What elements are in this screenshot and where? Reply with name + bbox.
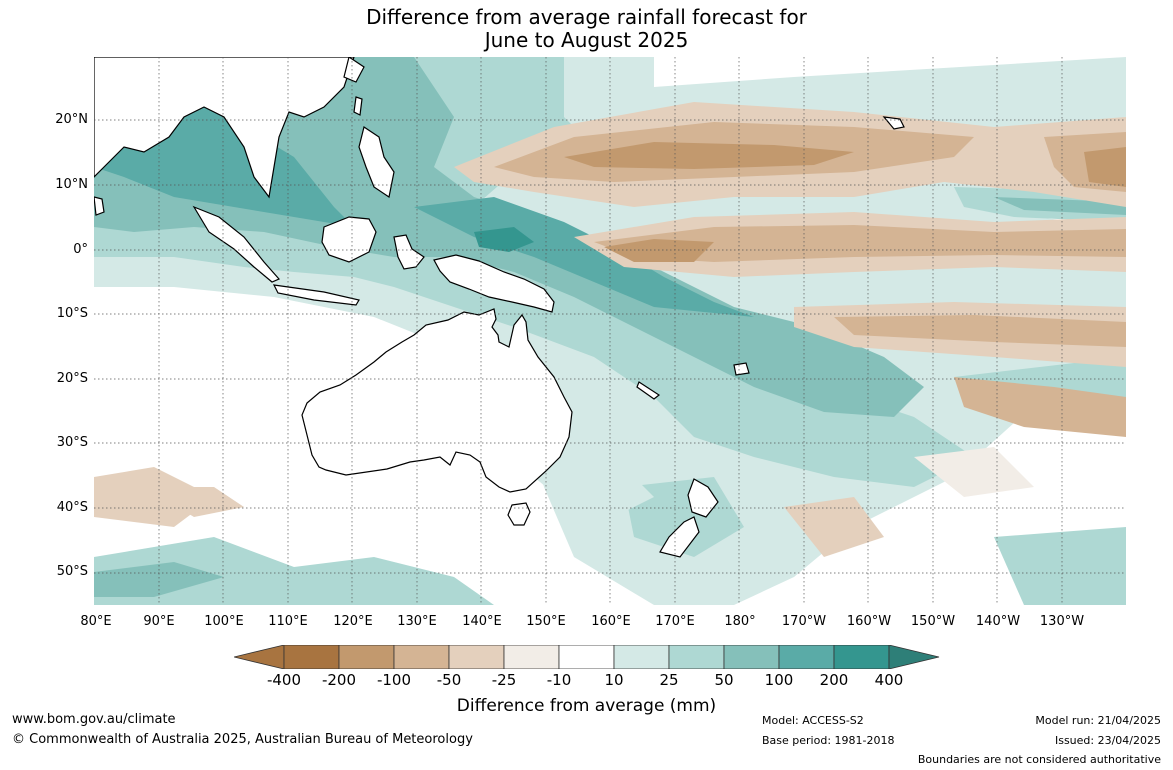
legend-title: Difference from average (mm) [456,696,717,716]
lon-label-130w: 130°W [1039,614,1085,629]
lon-label-140e: 140°E [462,614,502,629]
legend-arrow-max [888,645,940,669]
nz-south-island [659,516,700,558]
map-title-line2: June to August 2025 [484,28,689,52]
dry-patch-se [954,377,1126,437]
wet-patch-south-1 [94,537,494,605]
legend-swatch [338,645,395,669]
legend-tick: -200 [321,671,357,689]
model-run-date: Model run: 21/04/2025 [1035,714,1161,727]
new-guinea [433,254,555,313]
tasmania [507,502,531,526]
asia-mainland [94,57,355,199]
lon-label-180: 180° [724,614,756,629]
dry-band-east-moderate [1084,147,1126,187]
dry-patch-sw-2 [144,487,244,517]
wet-patch-tasman [534,457,654,527]
graticule [94,57,1126,605]
new-caledonia [636,381,661,400]
rainfall-anomaly-map [94,57,1126,605]
dry-patch-far-se [914,447,1034,497]
lon-label-100e: 100°E [204,614,244,629]
colour-legend-bar [234,645,940,669]
legend-swatch [283,645,340,669]
lon-label-170w: 170°W [781,614,827,629]
lon-label-170e: 170°E [655,614,695,629]
sulawesi [393,234,425,270]
base-period: Base period: 1981-2018 [762,734,895,747]
legend-swatch [668,645,725,669]
lon-label-150w: 150°W [910,614,956,629]
map-title-line1: Difference from average rainfall forecas… [366,5,807,29]
lon-label-90e: 90°E [143,614,175,629]
legend-swatch [503,645,560,669]
lat-label-50s: 50°S [56,564,88,579]
dry-band-equator-light [594,225,1126,262]
dry-band-north-moderate [564,142,854,169]
dry-band-equator-moderate [604,239,714,262]
dry-anomaly-regions [94,87,1126,557]
borneo [321,216,377,263]
fiji [733,362,750,376]
lat-label-equator: 0° [73,242,88,257]
legend-swatch [613,645,670,669]
nz-north-island [687,478,719,518]
wet-region-extreme-2 [474,227,534,252]
sri-lanka [94,196,105,216]
lon-label-130e: 130°E [397,614,437,629]
copyright-notice: © Commonwealth of Australia 2025, Austra… [12,732,473,747]
legend-tick: -400 [266,671,302,689]
legend-swatch [778,645,835,669]
land-outlines [94,57,905,558]
legend-swatch [448,645,505,669]
legend-tick: 200 [819,671,849,689]
lon-label-160w: 160°W [846,614,892,629]
legend-swatch [723,645,780,669]
lat-label-20s: 20°S [56,371,88,386]
lat-label-30s: 30°S [56,435,88,450]
lat-label-40s: 40°S [56,500,88,515]
lat-label-10n: 10°N [55,177,88,192]
taiwan [353,96,363,116]
lon-label-80e: 80°E [80,614,112,629]
java [272,284,360,306]
australia-landmass [301,308,573,493]
japan [343,57,365,83]
lon-label-120e: 120°E [333,614,373,629]
legend-tick: -10 [546,671,572,689]
lat-label-10s: 10°S [56,306,88,321]
lat-label-20n: 20°N [55,112,88,127]
legend-tick: 100 [764,671,794,689]
legend-tick: -50 [436,671,462,689]
boundaries-disclaimer: Boundaries are not considered authoritat… [917,753,1161,766]
wet-patch-south-2 [94,562,224,597]
legend-tick: 50 [714,671,734,689]
legend-tick: -100 [376,671,412,689]
lon-label-160e: 160°E [591,614,631,629]
philippines [358,126,395,198]
website-link[interactable]: www.bom.gov.au/climate [12,712,176,727]
dry-patch-sw-1 [94,467,214,527]
model-name: Model: ACCESS-S2 [762,714,864,727]
sumatra [192,205,280,283]
lon-label-110e: 110°E [268,614,308,629]
legend-tick: 400 [874,671,904,689]
legend-swatch [558,645,615,669]
lon-label-150e: 150°E [526,614,566,629]
lon-label-140w: 140°W [975,614,1021,629]
wet-region-strong-2 [414,197,754,317]
dry-band-south-light [834,315,1126,347]
legend-arrow-min [234,645,285,669]
legend-swatch [393,645,450,669]
dry-patch-tasman [784,497,884,557]
legend-tick: 25 [659,671,679,689]
legend-tick: 10 [604,671,624,689]
legend-swatch [833,645,890,669]
issued-date: Issued: 23/04/2025 [1054,734,1161,747]
legend-tick: -25 [491,671,517,689]
wet-patch-south-3 [994,527,1126,605]
